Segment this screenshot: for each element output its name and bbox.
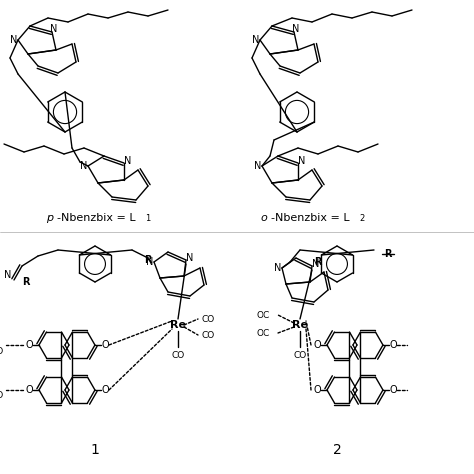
Text: O: O [313,385,321,395]
Text: 1: 1 [91,443,100,457]
Text: N: N [274,263,282,273]
Text: OC: OC [257,328,270,337]
Text: N: N [292,24,300,34]
Text: CO: CO [0,347,4,356]
Text: N: N [4,270,12,280]
Text: N: N [146,257,154,267]
Text: N: N [186,253,194,263]
Text: R: R [314,257,322,267]
Text: OC: OC [257,310,270,319]
Text: N: N [252,35,260,45]
Text: CO: CO [201,330,215,339]
Text: CO: CO [293,350,307,359]
Text: N: N [124,156,132,166]
Text: Re: Re [170,320,186,330]
Text: R: R [144,255,152,265]
Text: CO: CO [201,315,215,323]
Text: 1: 1 [146,214,151,223]
Text: 2: 2 [359,214,365,223]
Text: Re: Re [292,320,308,330]
Text: N: N [10,35,18,45]
Text: 2: 2 [333,443,341,457]
Text: O: O [101,340,109,350]
Text: N: N [255,161,262,171]
Text: O: O [25,340,33,350]
Text: CO: CO [172,350,185,359]
Text: -Nbenzbix = L: -Nbenzbix = L [57,213,136,223]
Text: O: O [101,385,109,395]
Text: N: N [312,259,319,269]
Text: o: o [261,213,267,223]
Text: N: N [80,161,88,171]
Text: -Nbenzbix = L: -Nbenzbix = L [271,213,350,223]
Text: O: O [389,385,397,395]
Text: CO: CO [0,391,4,400]
Text: O: O [389,340,397,350]
Text: N: N [50,24,58,34]
Text: O: O [313,340,321,350]
Text: R: R [384,249,392,259]
Text: N: N [298,156,306,166]
Text: p: p [46,213,54,223]
Text: O: O [25,385,33,395]
Text: R: R [22,277,30,287]
